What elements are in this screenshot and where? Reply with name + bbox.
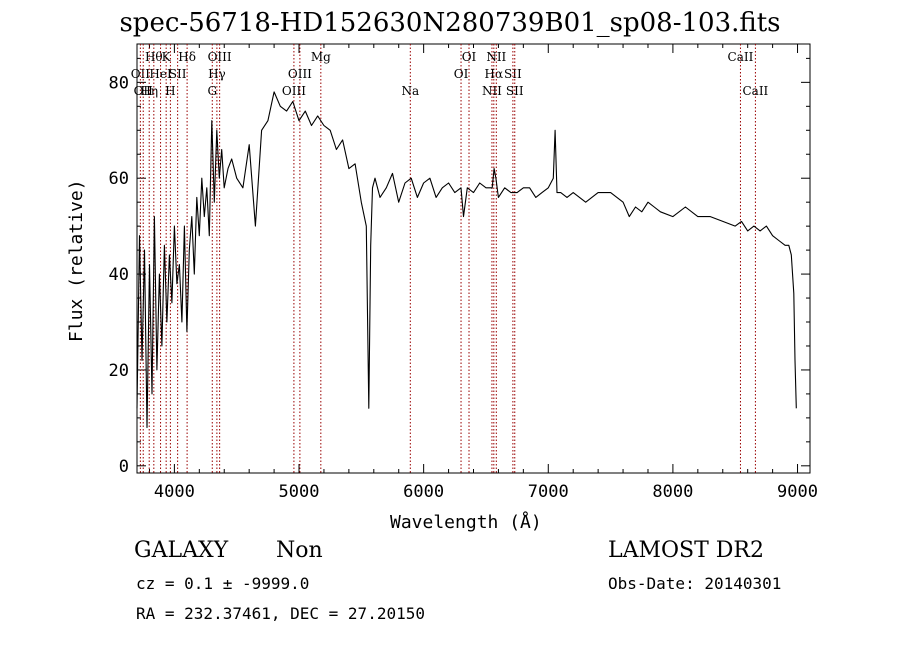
x-axis-label: Wavelength (Å) [390, 512, 542, 533]
y-axis-label: Flux (relative) [66, 179, 87, 342]
x-tick-label: 4000 [154, 482, 195, 502]
line-marker-label: K [162, 50, 172, 64]
chart-title: spec-56718-HD152630N280739B01_sp08-103.f… [119, 8, 781, 38]
x-tick-label: 7000 [528, 482, 569, 502]
y-tick-label: 40 [109, 265, 129, 285]
y-tick-label: 60 [109, 169, 129, 189]
obs-date-text: Obs-Date: 20140301 [608, 574, 782, 593]
line-marker-label: Hη [140, 84, 158, 98]
coordinates-text: RA = 232.37461, DEC = 27.20150 [136, 604, 425, 623]
line-marker-label: OIII [288, 67, 312, 81]
line-marker-label: Hα [485, 67, 504, 81]
x-tick-label: 9000 [777, 482, 818, 502]
x-tick-label: 8000 [652, 482, 693, 502]
line-marker-label: OIII [208, 50, 232, 64]
line-marker-label: Hδ [178, 50, 196, 64]
line-marker-label: SII [504, 67, 522, 81]
line-marker-label: H [165, 84, 175, 98]
spectrum-line [136, 91, 797, 429]
line-marker-label: Mg [311, 50, 331, 64]
line-marker-label: OI [462, 50, 477, 64]
y-tick-label: 20 [109, 361, 129, 381]
line-marker-label: G [207, 84, 217, 98]
line-marker-label: CaII [742, 84, 768, 98]
line-marker-label: Hθ [145, 50, 163, 64]
line-marker-label: OII [131, 67, 151, 81]
x-tick-label: 5000 [279, 482, 320, 502]
line-marker-label: OIII [282, 84, 306, 98]
redshift-text: cz = 0.1 ± -9999.0 [136, 574, 310, 593]
survey-label: LAMOST DR2 [608, 538, 764, 563]
line-marker-label: OI [454, 67, 469, 81]
line-marker-label: Hγ [208, 67, 226, 81]
y-tick-label: 80 [109, 73, 129, 93]
x-tick-label: 6000 [403, 482, 444, 502]
line-marker-label: NII [482, 84, 502, 98]
line-marker-label: OII [134, 84, 154, 98]
plot-frame [136, 43, 811, 474]
line-marker-label: HeI [149, 67, 172, 81]
line-marker-label: NII [486, 50, 506, 64]
object-subclass: Non [276, 538, 323, 563]
line-marker-label: SII [169, 67, 187, 81]
object-class: GALAXY [134, 538, 229, 563]
line-marker-label: Na [401, 84, 419, 98]
y-tick-label: 0 [119, 457, 129, 477]
line-marker-label: CaII [728, 50, 754, 64]
line-marker-label: SII [506, 84, 524, 98]
